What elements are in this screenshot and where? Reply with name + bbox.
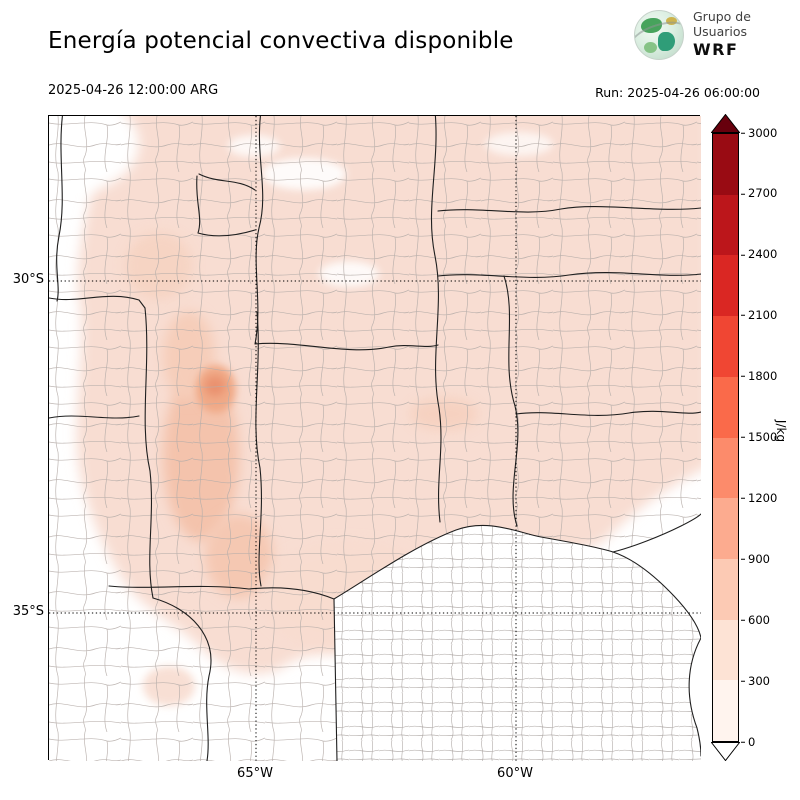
map-canvas (49, 116, 701, 761)
tick-label: 2400 (748, 247, 778, 262)
map-frame (48, 115, 701, 761)
tick-label: 2700 (748, 186, 778, 201)
water (613, 514, 701, 756)
tick-mark (741, 193, 745, 195)
colorbar-segment (713, 437, 738, 499)
tick-label: 600 (748, 612, 770, 627)
tick-mark (741, 497, 745, 499)
tick-mark (741, 254, 745, 256)
colorbar-over-arrow (711, 114, 740, 133)
lat-label-35s: 35°S (12, 604, 44, 619)
logo-text: Grupo de Usuarios WRF (693, 10, 751, 59)
colorbar-segment (713, 558, 738, 620)
tick-mark (741, 376, 745, 378)
tick-mark (741, 619, 745, 621)
lon-label-65w: 65°W (237, 766, 273, 781)
tick-mark (741, 680, 745, 682)
tick-mark (741, 315, 745, 317)
globe-icon (634, 10, 684, 60)
logo-line-1: Grupo de (693, 9, 751, 25)
colorbar-tick: 3000 (741, 127, 777, 139)
page-title: Energía potencial convectiva disponible (48, 28, 514, 54)
tick-label: 2100 (748, 307, 778, 322)
tick-mark (741, 132, 745, 134)
colorbar (711, 114, 740, 761)
colorbar-segment (713, 255, 738, 317)
colorbar-tick: 1500 (741, 429, 778, 444)
colorbar-tick: 1200 (741, 490, 778, 505)
tick-label: 300 (748, 673, 770, 688)
colorbar-tick: 2700 (741, 188, 777, 200)
colorbar-tick: 0 (741, 736, 755, 748)
colorbar-segment (713, 316, 738, 377)
colorbar-tick: 2100 (741, 307, 778, 322)
colorbar-ticks: 0 300 600 900 1200 1500 1800 2100 2400 2700 3000 (741, 127, 787, 747)
tick-mark (741, 741, 745, 743)
tick-mark (741, 437, 745, 438)
colorbar-segment (713, 194, 738, 256)
colorbar-segment (713, 134, 738, 195)
colorbar-segment (713, 680, 738, 742)
lat-label-30s: 30°S (12, 272, 44, 287)
colorbar-tick: 600 (741, 614, 770, 626)
colorbar-tick: 1800 (741, 368, 778, 383)
tick-label: 1200 (748, 490, 778, 505)
tick-label: 0 (748, 734, 756, 749)
tick-mark (741, 558, 745, 560)
run-time-label: Run: 2025-04-26 06:00:00 (595, 85, 760, 100)
lon-label-60w: 60°W (497, 766, 533, 781)
valid-time-label: 2025-04-26 12:00:00 ARG (48, 83, 219, 98)
colorbar-under-arrow (711, 742, 740, 761)
colorbar-segment (713, 376, 738, 438)
colorbar-tick: 900 (741, 551, 770, 566)
colorbar-body (712, 133, 739, 742)
tick-label: 1500 (748, 429, 778, 444)
logo-line-2: Usuarios (693, 24, 748, 40)
colorbar-segment (713, 498, 738, 559)
tick-label: 3000 (748, 125, 778, 140)
grid-lines (49, 116, 701, 761)
tick-label: 1800 (748, 368, 778, 383)
colorbar-segment (713, 619, 738, 681)
logo-wrf-label: WRF (693, 39, 739, 59)
province-borders (49, 116, 701, 761)
colorbar-tick: 2400 (741, 249, 777, 261)
wrf-logo: Grupo de Usuarios WRF (634, 10, 751, 60)
tick-label: 900 (748, 551, 770, 566)
colorbar-unit-label: J/kg (774, 419, 789, 443)
colorbar-tick: 300 (741, 675, 770, 687)
